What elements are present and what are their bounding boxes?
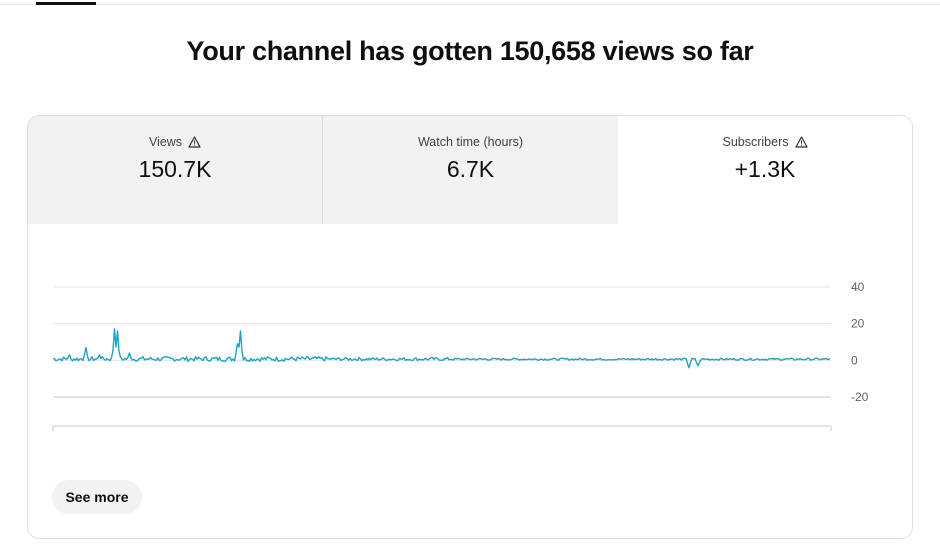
views-series-line (52, 328, 831, 369)
metric-tabs: Views 150.7K Watch time (hours) 6.7K Sub… (28, 116, 912, 224)
metric-label: Subscribers (722, 135, 789, 149)
metric-value: +1.3K (734, 156, 796, 182)
warning-triangle-icon (794, 136, 808, 148)
page-headline: Your channel has gotten 150,658 views so… (186, 36, 754, 66)
y-tick-label: -20 (851, 390, 869, 404)
tab-watch-time[interactable]: Watch time (hours) 6.7K (323, 116, 618, 224)
y-tick-label: 20 (851, 317, 865, 331)
warning-triangle-icon (188, 136, 201, 148)
see-more-button[interactable]: See more (52, 480, 142, 514)
metric-label: Watch time (hours) (417, 135, 524, 149)
metric-label: Views (148, 135, 183, 149)
active-tab-indicator (36, 2, 96, 5)
tab-views[interactable]: Views 150.7K (28, 116, 323, 224)
metric-value: 6.7K (446, 156, 495, 182)
y-tick-label: 40 (851, 280, 865, 294)
analytics-card: Views 150.7K Watch time (hours) 6.7K Sub… (27, 115, 913, 539)
metric-value: 150.7K (138, 156, 212, 182)
tab-bar-divider (0, 4, 940, 5)
tab-subscribers[interactable]: Subscribers +1.3K (618, 116, 912, 224)
y-tick-label: 0 (851, 353, 858, 367)
